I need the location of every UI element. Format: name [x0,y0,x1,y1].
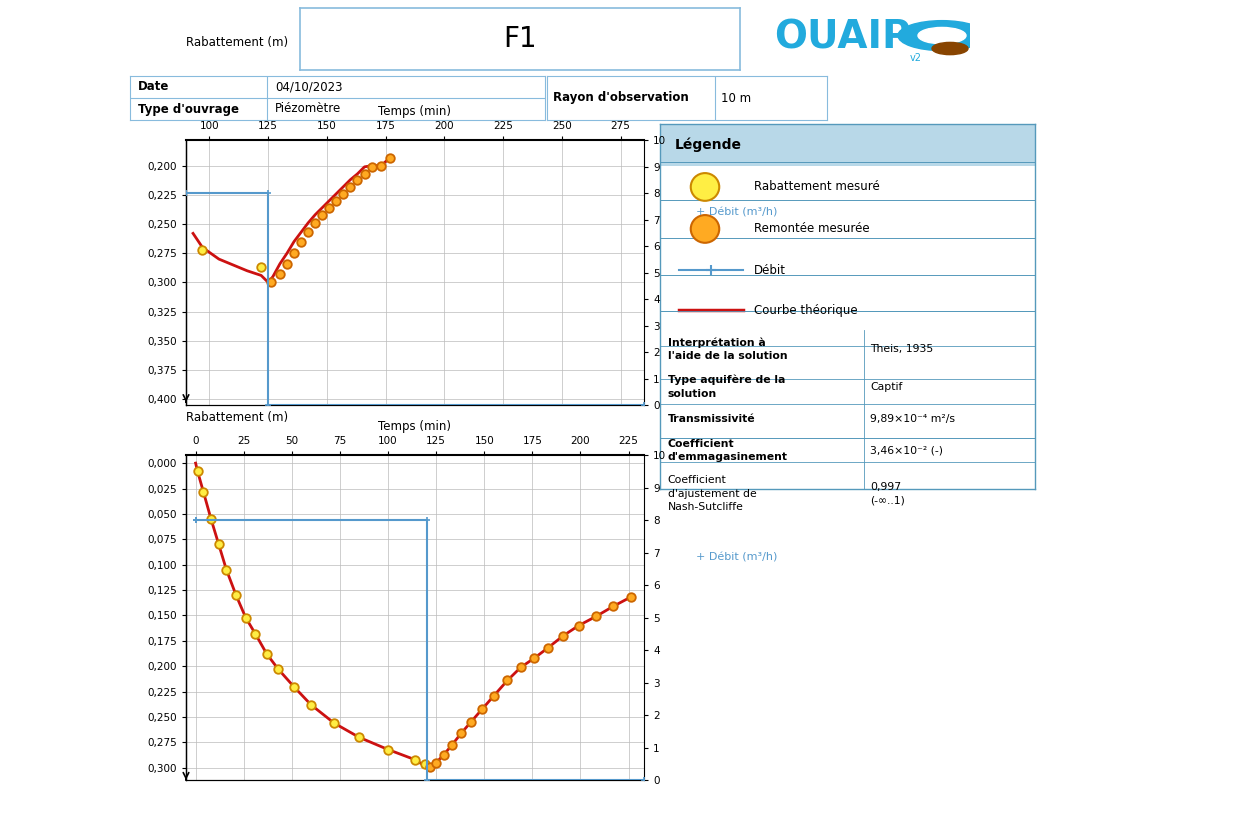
Point [604,600,624,613]
Text: Rabattement (m): Rabattement (m) [186,36,288,49]
Point [301,698,321,711]
Circle shape [898,21,986,51]
Point [194,485,214,498]
Point [426,756,446,769]
Point [569,619,589,632]
Point [278,257,298,271]
Text: Captif: Captif [870,382,902,392]
Point [620,591,640,604]
Circle shape [932,42,968,55]
Text: Débit: Débit [754,263,786,276]
Point [209,538,229,551]
Point [451,726,471,740]
Point [319,201,339,214]
Point [299,226,319,239]
Text: Type d'ouvrage: Type d'ouvrage [139,102,239,115]
Text: + Débit (m³/h): + Débit (m³/h) [696,553,778,563]
Text: 10 m: 10 m [720,91,751,105]
Point [334,187,354,200]
Point [324,716,344,730]
Point [349,730,369,744]
Point [498,674,518,687]
Point [511,661,531,674]
Point [312,208,332,222]
Point [188,465,208,478]
Text: F1: F1 [504,25,536,53]
Text: v2: v2 [910,53,922,63]
Point [269,662,289,676]
Point [270,267,290,281]
Point [291,235,311,248]
Text: Remontée mesurée: Remontée mesurée [754,222,870,236]
Point [378,743,398,756]
Point [192,243,213,256]
Text: Courbe théorique: Courbe théorique [754,304,858,317]
Point [554,629,574,642]
Text: Coefficient
d'ajustement de
Nash-Sutcliffe: Coefficient d'ajustement de Nash-Sutclif… [668,476,756,512]
Point [415,757,435,770]
Text: Date: Date [139,81,170,94]
Text: Rayon d'observation: Rayon d'observation [552,91,689,105]
Point [380,151,400,164]
Circle shape [691,215,719,243]
Point [371,159,391,173]
Text: Rabattement (m): Rabattement (m) [186,411,288,424]
Point [245,627,265,641]
Point [461,715,481,729]
Point [216,563,236,576]
Point [256,647,276,661]
Point [361,160,381,173]
Bar [660,124,1035,166]
Point [586,610,606,623]
Point [236,611,256,624]
Point [472,702,492,715]
Text: Theis, 1935: Theis, 1935 [870,344,934,354]
Point [434,748,454,761]
Circle shape [691,173,719,201]
Text: 04/10/2023: 04/10/2023 [275,81,342,94]
Point [484,689,504,702]
Point [340,180,360,193]
Text: Type aquifère de la
solution: Type aquifère de la solution [668,375,785,398]
Text: 0,997
(-∞..1): 0,997 (-∞..1) [870,482,905,505]
Text: OUAIP: OUAIP [774,18,910,56]
X-axis label: Temps (min): Temps (min) [379,105,451,119]
Text: 9,89×10⁻⁴ m²/s: 9,89×10⁻⁴ m²/s [870,413,955,424]
Point [226,588,246,602]
Text: Piézomètre: Piézomètre [275,102,341,115]
Text: Interprétation à
l'aide de la solution: Interprétation à l'aide de la solution [668,338,788,361]
Text: Rabattement mesuré: Rabattement mesuré [754,180,880,193]
Point [201,512,221,525]
Text: + Débit (m³/h): + Débit (m³/h) [696,208,778,217]
Text: 3,46×10⁻² (-): 3,46×10⁻² (-) [870,446,942,456]
Point [251,261,271,274]
Circle shape [918,27,966,44]
Text: Légende: Légende [675,138,742,153]
Point [284,247,304,260]
Point [348,173,368,186]
Point [420,760,440,774]
Point [355,167,375,180]
Point [284,680,304,693]
Point [538,642,558,655]
Point [305,217,325,230]
Point [441,739,461,752]
Point [260,276,280,289]
Point [405,753,425,766]
X-axis label: Temps (min): Temps (min) [379,421,451,433]
Text: Coefficient
d'emmagasinement: Coefficient d'emmagasinement [668,439,788,462]
Point [524,652,544,665]
Text: Transmissivité: Transmissivité [668,413,755,424]
Point [326,194,346,208]
